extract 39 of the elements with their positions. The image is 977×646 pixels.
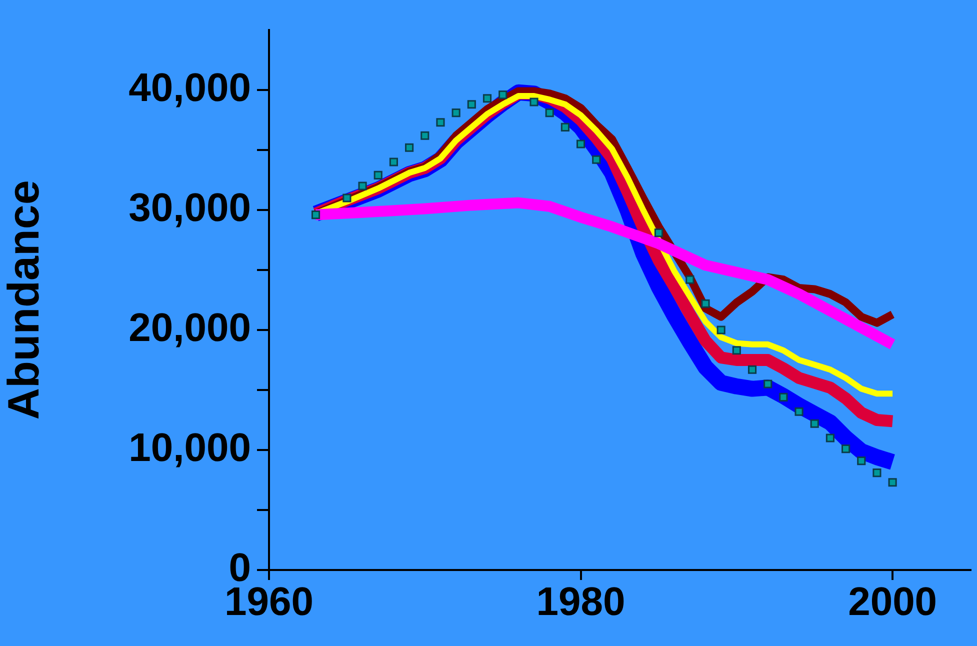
y-axis-title: Abundance	[0, 180, 49, 420]
point	[576, 140, 586, 148]
point	[826, 434, 834, 442]
point	[452, 108, 460, 118]
point	[342, 194, 352, 202]
point	[748, 365, 757, 374]
point	[654, 228, 664, 238]
point	[779, 392, 788, 402]
point	[358, 182, 367, 190]
point	[872, 468, 882, 478]
y-tick-label: 10,000	[128, 426, 251, 470]
point	[701, 299, 710, 308]
point	[842, 444, 850, 454]
point	[732, 346, 741, 355]
point	[374, 170, 382, 180]
point	[389, 158, 398, 166]
point	[482, 94, 492, 103]
point	[545, 108, 554, 118]
point	[436, 118, 445, 127]
point	[467, 100, 476, 109]
point	[764, 380, 772, 388]
point	[888, 478, 897, 487]
point	[810, 419, 819, 428]
point	[405, 143, 414, 152]
point	[592, 155, 601, 164]
y-tick-label: 40,000	[128, 66, 251, 110]
point	[420, 131, 430, 140]
y-tick-label: 20,000	[128, 306, 251, 350]
point	[794, 407, 804, 416]
point	[530, 98, 538, 106]
x-tick-label: 2000	[848, 580, 938, 624]
point	[857, 456, 866, 466]
point	[498, 90, 508, 100]
point	[560, 122, 570, 132]
x-tick-label: 1980	[536, 580, 626, 624]
point	[686, 275, 694, 284]
y-tick-label: 30,000	[128, 186, 251, 230]
point	[311, 210, 320, 220]
point	[716, 326, 726, 334]
